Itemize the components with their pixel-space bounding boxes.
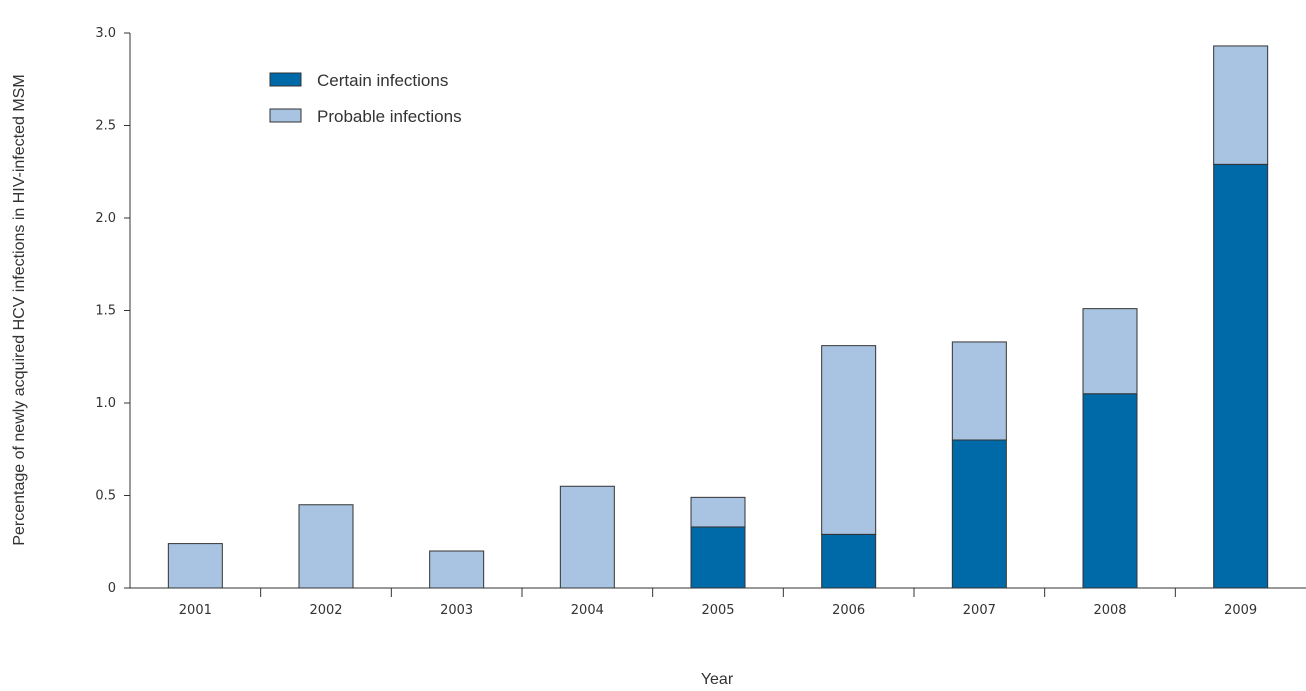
bar-probable-2004 xyxy=(559,485,615,589)
y-tick-label: 1.5 xyxy=(95,304,116,319)
bar-probable-2007 xyxy=(951,341,1007,441)
y-tick-label: 2.0 xyxy=(95,211,116,226)
bar-probable-2001 xyxy=(167,543,223,589)
bar-probable-2008 xyxy=(1082,308,1138,395)
x-tick-label: 2008 xyxy=(1093,603,1126,618)
x-axis-title: Year xyxy=(701,671,734,688)
x-tick-label: 2002 xyxy=(309,603,342,618)
legend-swatch-certain xyxy=(269,72,302,87)
x-tick-label: 2005 xyxy=(701,603,734,618)
x-tick-label: 2007 xyxy=(963,603,996,618)
bar-probable-2003 xyxy=(429,550,485,589)
x-tick-label: 2009 xyxy=(1224,603,1257,618)
x-tick-label: 2004 xyxy=(571,603,604,618)
legend-label-probable: Probable infections xyxy=(317,107,462,126)
bar-probable-2002 xyxy=(298,504,354,589)
x-tick-label: 2006 xyxy=(832,603,865,618)
legend-swatch-probable xyxy=(269,108,302,123)
x-ticks: 2001 2002 2003 2004 2005 2006 2007 2008 2009 xyxy=(179,588,1257,618)
y-tick-label: 1.0 xyxy=(95,396,116,411)
legend-label-certain: Certain infections xyxy=(317,71,448,90)
legend: Certain infections Probable infections xyxy=(269,71,462,126)
bar-certain-2007 xyxy=(951,439,1007,589)
x-tick-label: 2001 xyxy=(179,603,212,618)
bar-certain-2006 xyxy=(821,533,877,589)
y-tick-label: 2.5 xyxy=(95,119,116,134)
y-tick-label: 3.0 xyxy=(95,26,116,41)
bar-probable-2006 xyxy=(821,345,877,535)
bar-probable-2005 xyxy=(690,496,746,528)
bar-certain-2009 xyxy=(1213,163,1269,589)
y-axis-title: Percentage of newly acquired HCV infecti… xyxy=(11,74,28,545)
y-tick-label: 0 xyxy=(108,581,116,596)
bar-probable-2009 xyxy=(1213,45,1269,165)
bar-certain-2005 xyxy=(690,526,746,589)
bar-certain-2008 xyxy=(1082,393,1138,589)
bars-layer xyxy=(167,45,1269,589)
x-tick-label: 2003 xyxy=(440,603,473,618)
y-tick-label: 0.5 xyxy=(95,489,116,504)
y-ticks: 0 0.5 1.0 1.5 2.0 2.5 3.0 xyxy=(95,26,130,596)
